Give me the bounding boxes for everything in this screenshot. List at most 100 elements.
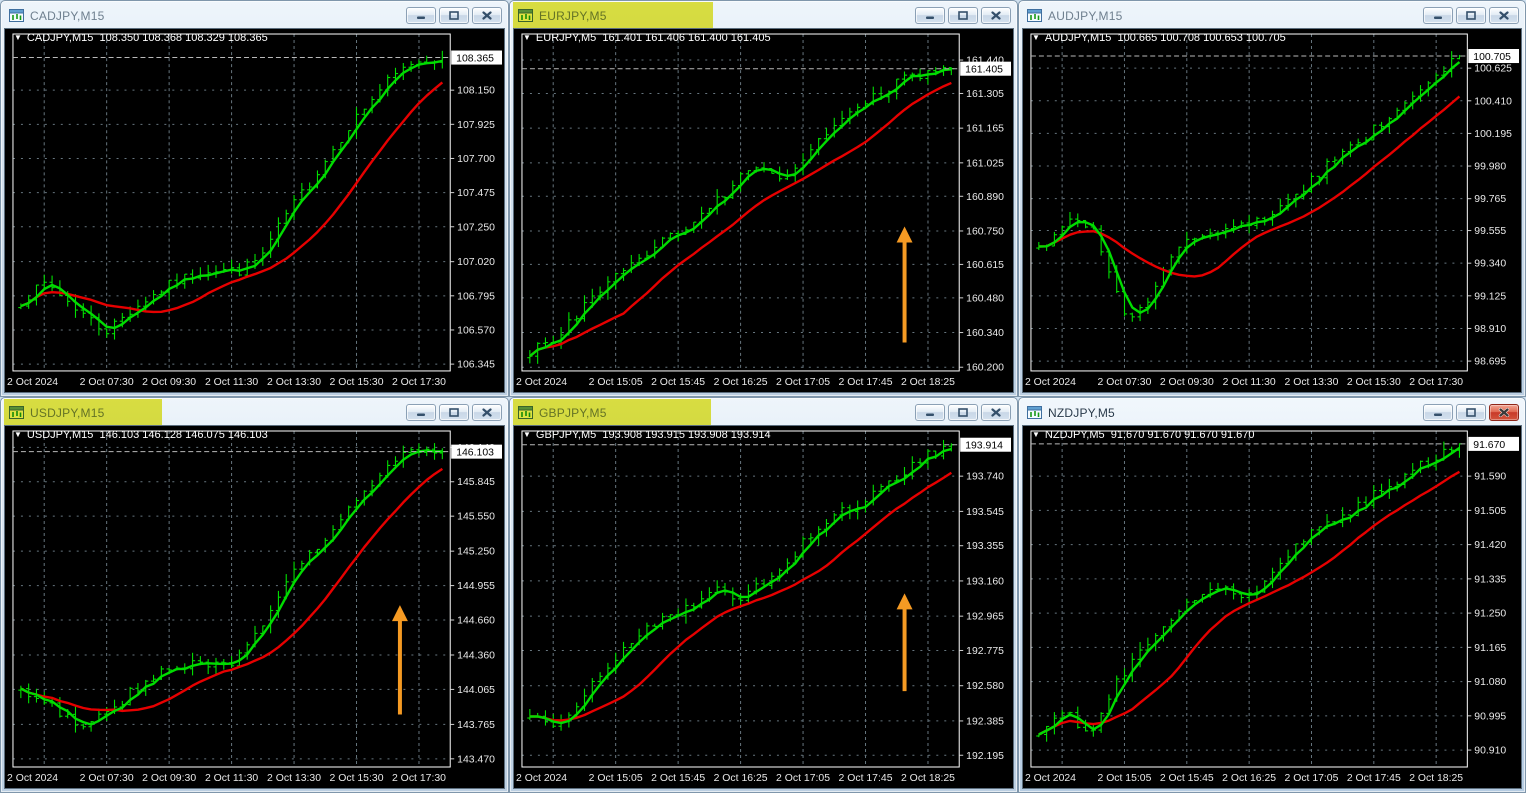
window-title: NZDJPY,M5 [1048,405,1115,420]
close-icon [1498,408,1510,417]
time-tick-label: 2 Oct 07:30 [80,377,134,388]
price-tick-label: 143.765 [457,720,495,731]
close-button[interactable] [981,7,1011,24]
chart-client-area[interactable]: 100.625 100.410 100.195 99.980 99.765 99.555 9… [1022,28,1522,393]
time-tick-label: 2 Oct 07:30 [80,773,134,784]
minimize-button[interactable] [915,404,945,421]
titlebar[interactable]: NZDJPY,M5 [1022,400,1522,425]
time-tick-label: 2 Oct 15:45 [1160,773,1214,784]
price-chart-svg: 91.590 91.505 91.420 91.335 91.250 91.165 91.0… [1025,430,1520,784]
ma-fast-line [20,449,443,726]
chart-client-area[interactable]: 146.140145.845145.550145.250144.955144.6… [4,425,505,789]
time-tick-label: 2 Oct 17:30 [392,773,446,784]
minimize-icon [1434,16,1442,19]
plot-border [1030,430,1468,768]
svg-text:146.103: 146.103 [456,448,494,459]
time-tick-label: 2 Oct 18:25 [1409,773,1463,784]
price-tick-label: 160.615 [966,260,1004,271]
current-price-badge: 161.405 [960,61,1012,76]
titlebar[interactable]: EURJPY,M5 [513,2,1014,29]
close-button[interactable] [1489,404,1519,421]
maximize-button[interactable] [948,404,978,421]
symbol-dropdown-icon[interactable]: ▼ [1032,430,1040,439]
svg-text:193.914: 193.914 [965,441,1003,452]
titlebar[interactable]: USDJPY,M15 [4,399,505,426]
price-tick-label: 161.165 [966,124,1004,135]
maximize-icon [1466,11,1476,20]
chart-client-area[interactable]: 91.590 91.505 91.420 91.335 91.250 91.165 91.0… [1022,425,1522,789]
price-tick-label: 161.440 [966,56,1004,67]
chart-window-usdjpy: USDJPY,M15 146.140145.845145.550145.25014… [0,397,509,793]
price-tick-label: 145.550 [457,512,495,523]
symbol-dropdown-icon[interactable]: ▼ [523,33,531,42]
time-tick-label: 2 Oct 11:30 [205,377,258,388]
time-tick-label: 2 Oct 15:45 [651,377,705,388]
close-icon [482,11,492,20]
symbol-dropdown-icon[interactable]: ▼ [14,33,22,42]
buy-signal-arrow [896,226,913,343]
price-chart-svg: 146.140145.845145.550145.250144.955144.6… [7,430,503,784]
maximize-button[interactable] [439,7,469,24]
close-button[interactable] [472,404,502,421]
price-tick-label: 161.025 [966,158,1004,169]
symbol-dropdown-icon[interactable]: ▼ [523,430,531,439]
time-tick-label: 2 Oct 17:45 [839,377,893,388]
plot-border [521,430,960,768]
chart-client-area[interactable]: 108.150 107.925 107.700 107.475 107.250 107.0… [4,28,505,393]
minimize-icon [926,16,934,19]
close-button[interactable] [1489,7,1519,24]
time-tick-label: 2 Oct 17:05 [776,773,830,784]
price-axis: 161.440 161.305 161.165 161.025 160.890 160.7… [959,56,1004,374]
svg-text:91.670: 91.670 [1473,440,1505,451]
ohlc-quote-line: ▼ USDJPY,M15 146.103 146.128 146.075 146.… [14,429,268,441]
time-tick-label: 2 Oct 15:30 [1347,377,1401,388]
time-tick-label: 2 Oct 16:25 [1222,773,1276,784]
svg-text:161.405: 161.405 [965,65,1003,76]
titlebar[interactable]: GBPJPY,M5 [513,399,1014,426]
time-tick-label: 2 Oct 17:30 [1409,377,1463,388]
time-tick-label: 2 Oct 15:30 [330,377,384,388]
maximize-button[interactable] [1456,7,1486,24]
maximize-icon [449,408,459,417]
close-button[interactable] [472,7,502,24]
time-tick-label: 2 Oct 17:05 [776,377,830,388]
price-axis: 108.150 107.925 107.700 107.475 107.250 107.0… [450,86,495,371]
minimize-button[interactable] [1423,404,1453,421]
price-tick-label: 106.570 [457,325,495,336]
ma-fast-line [1038,446,1461,736]
titlebar[interactable]: AUDJPY,M15 [1022,3,1522,28]
chart-window-nzdjpy: NZDJPY,M5 91.590 91.505 91.420 91.335 91.250 9… [1018,397,1526,793]
close-button[interactable] [981,404,1011,421]
time-tick-label: 2 Oct 2024 [7,377,58,388]
ma-fast-line [529,68,952,358]
ohlc-quote-line: ▼ GBPJPY,M5 193.908 193.915 193.908 193.9… [523,429,771,441]
price-tick-label: 107.700 [457,154,495,165]
current-price-badge: 193.914 [960,437,1012,452]
time-tick-label: 2 Oct 16:25 [714,377,768,388]
time-axis: 2 Oct 2024 2 Oct 07:30 2 Oct 09:30 2 Oct 11… [7,773,446,784]
titlebar[interactable]: CADJPY,M15 [4,3,505,28]
minimize-button[interactable] [915,7,945,24]
time-tick-label: 2 Oct 17:30 [392,377,446,388]
minimize-button[interactable] [1423,7,1453,24]
minimize-button[interactable] [406,7,436,24]
maximize-button[interactable] [948,7,978,24]
ma-slow-line [529,81,952,358]
chart-client-area[interactable]: 161.440 161.305 161.165 161.025 160.890 160.7… [513,28,1014,393]
price-tick-label: 144.065 [457,685,495,696]
symbol-dropdown-icon[interactable]: ▼ [14,430,22,439]
price-tick-label: 100.410 [1474,96,1512,107]
minimize-button[interactable] [406,404,436,421]
time-tick-label: 2 Oct 15:45 [651,773,705,784]
price-tick-label: 192.195 [966,751,1004,762]
grid [12,431,451,767]
time-tick-label: 2 Oct 07:30 [1098,377,1152,388]
maximize-button[interactable] [439,404,469,421]
symbol-dropdown-icon[interactable]: ▼ [1032,33,1040,42]
quote-text: EURJPY,M5 161.401 161.406 161.400 161.40… [535,32,771,44]
maximize-button[interactable] [1456,404,1486,421]
close-icon [991,408,1001,417]
chart-client-area[interactable]: 193.740 193.545 193.355 193.160 192.965 192.7… [513,425,1014,789]
price-tick-label: 99.765 [1474,194,1506,205]
